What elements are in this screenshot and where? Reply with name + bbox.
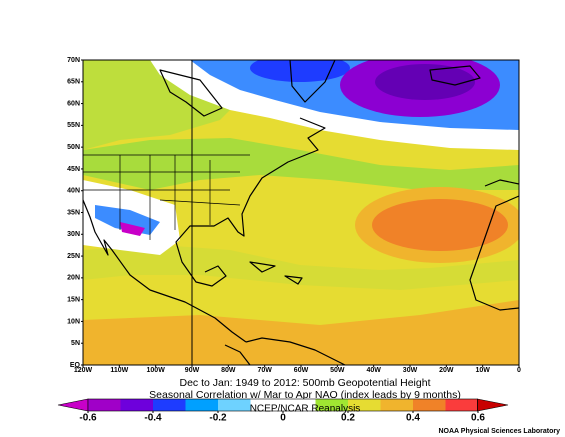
lon-tick-label: 80W [221, 367, 236, 374]
lat-tick-label: 30N [67, 231, 80, 238]
axes: 70N 65N 60N 55N 50N 45N 40N 35N 30N 25N 20N 15N 10N 5… [67, 57, 521, 374]
lat-tick-label: 55N [67, 122, 80, 129]
title-line: Dec to Jan: 1949 to 2012: 500mb Geopoten… [179, 377, 430, 389]
lon-tick-label: 120W [74, 367, 93, 374]
colorbar-tick-label: 0 [280, 413, 286, 424]
lon-tick-label: 100W [147, 367, 166, 374]
lon-tick-label: 70W [257, 367, 272, 374]
lon-tick-label: 90W [185, 367, 200, 374]
lat-tick-label: 45N [67, 166, 80, 173]
lon-tick-label: 60W [294, 367, 309, 374]
footer: NOAA Physical Sciences Laboratory [438, 428, 560, 435]
lat-tick-label: 65N [67, 79, 80, 86]
lon-tick-label: 40W [366, 367, 381, 374]
lat-tick-label: 60N [67, 100, 80, 107]
lat-tick-label: 35N [67, 209, 80, 216]
lon-tick-label: 0 [517, 367, 521, 374]
lon-tick-label: 10W [475, 367, 490, 374]
lon-tick-label: 110W [110, 367, 128, 374]
lon-tick-label: 50W [330, 367, 345, 374]
colorbar [57, 398, 509, 412]
lat-tick-label: 5N [71, 340, 80, 347]
colorbar-tick-label: -0.4 [144, 413, 162, 424]
lat-tick-label: 10N [67, 318, 80, 325]
subtitle-line: Seasonal Correlation w/ Mar to Apr NAO (… [149, 389, 461, 401]
lat-tick-label: EQ [70, 362, 81, 369]
colorbar-tick-label: -0.6 [79, 413, 97, 424]
lat-tick-label: 20N [67, 275, 80, 282]
lon-tick-label: 20W [439, 367, 454, 374]
credit-overlay: NCEP/NCAR Reanalysis [250, 404, 361, 415]
lat-tick-label: 70N [67, 57, 80, 64]
colorbar-tick-label: 0.4 [406, 413, 420, 424]
coastlines [83, 60, 519, 365]
colorbar-tick-label: 0.2 [341, 413, 355, 424]
colorbar-tick-label: -0.2 [209, 413, 227, 424]
colorbar-ticks: -0.6 -0.4 -0.2 0 0.2 0.4 0.6 [79, 411, 485, 424]
lat-tick-label: 50N [67, 144, 80, 151]
lat-tick-label: 25N [67, 253, 80, 260]
colorbar-tick-label: 0.6 [471, 413, 485, 424]
lon-tick-label: 30W [403, 367, 418, 374]
lat-tick-label: 15N [67, 296, 80, 303]
lat-tick-label: 40N [67, 188, 80, 195]
correlation-field [83, 60, 519, 365]
